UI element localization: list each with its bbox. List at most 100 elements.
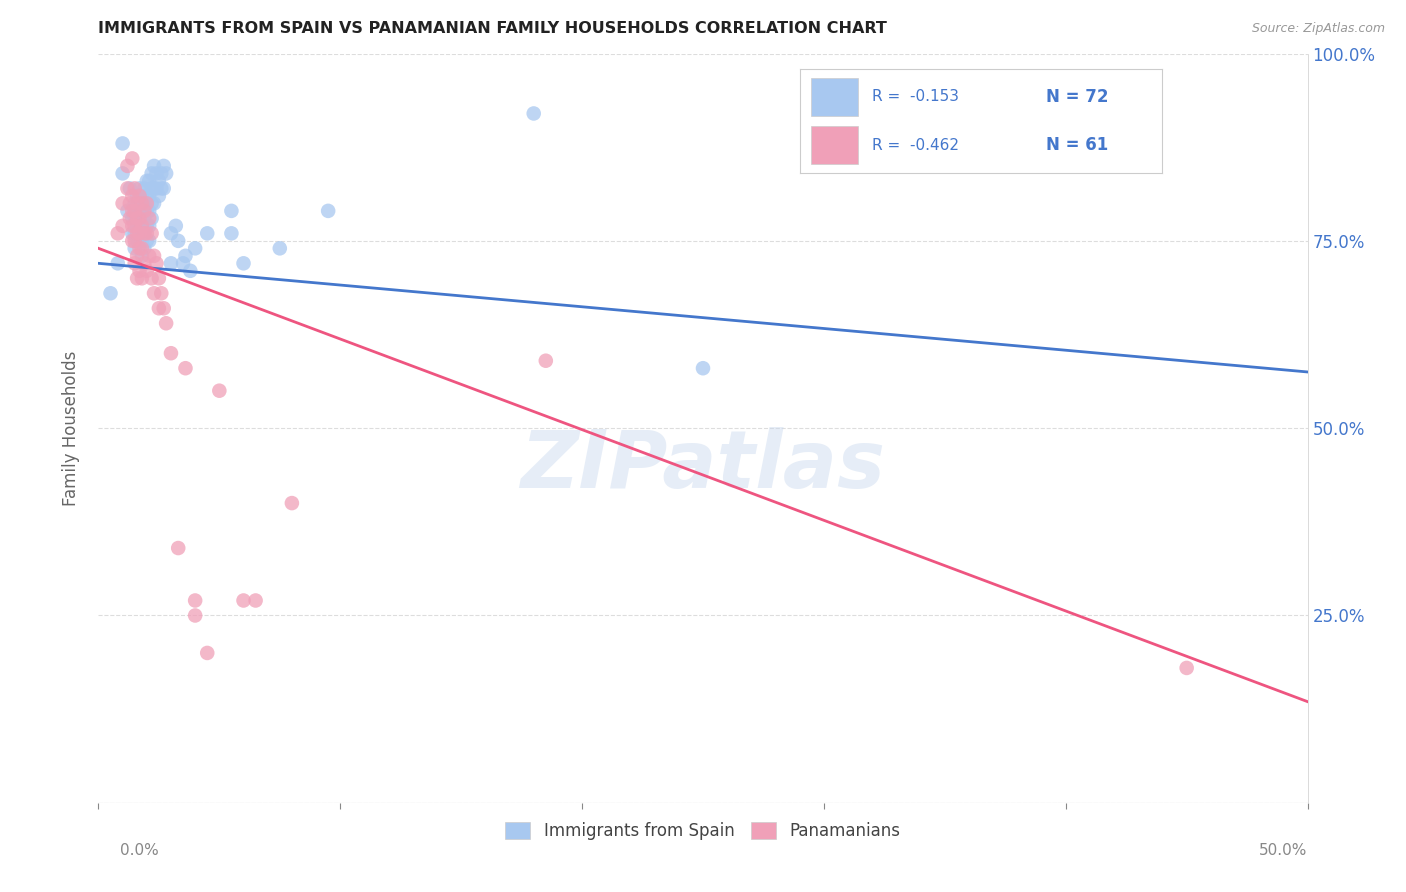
Point — [148, 174, 170, 188]
Point — [134, 256, 156, 270]
Point — [221, 203, 243, 218]
Point — [117, 181, 139, 195]
Point — [127, 189, 149, 203]
Point — [135, 189, 157, 203]
Point — [127, 203, 149, 218]
Point — [174, 361, 197, 376]
Point — [195, 227, 218, 241]
Point — [127, 249, 149, 263]
Point — [135, 227, 157, 241]
Point — [134, 211, 156, 226]
Point — [128, 241, 150, 255]
Point — [131, 203, 153, 218]
Point — [523, 106, 546, 120]
Point — [121, 189, 143, 203]
Point — [121, 234, 143, 248]
Point — [1175, 661, 1198, 675]
Point — [111, 166, 134, 180]
Point — [131, 249, 153, 263]
Point — [124, 219, 146, 233]
Point — [135, 234, 157, 248]
Point — [128, 196, 150, 211]
Point — [692, 361, 714, 376]
Point — [160, 227, 183, 241]
Point — [134, 227, 156, 241]
Point — [124, 234, 146, 248]
Text: ZIPatlas: ZIPatlas — [520, 426, 886, 505]
Point — [121, 152, 143, 166]
Point — [534, 353, 557, 368]
Point — [143, 159, 166, 173]
Point — [124, 241, 146, 255]
Point — [127, 234, 149, 248]
Point — [118, 211, 141, 226]
Point — [128, 189, 150, 203]
Point — [135, 264, 157, 278]
Point — [150, 181, 173, 195]
Point — [111, 136, 134, 151]
Point — [131, 219, 153, 233]
Point — [107, 256, 129, 270]
Point — [124, 203, 146, 218]
Point — [245, 593, 267, 607]
Point — [141, 227, 163, 241]
Point — [128, 227, 150, 241]
Point — [121, 211, 143, 226]
Point — [138, 174, 160, 188]
Point — [127, 271, 149, 285]
Point — [131, 196, 153, 211]
Point — [167, 234, 190, 248]
Point — [135, 196, 157, 211]
Point — [174, 249, 197, 263]
Point — [143, 249, 166, 263]
Point — [127, 227, 149, 241]
Point — [138, 234, 160, 248]
Point — [127, 219, 149, 233]
Point — [167, 541, 190, 555]
Point — [141, 196, 163, 211]
Point — [141, 271, 163, 285]
Point — [134, 203, 156, 218]
Point — [135, 219, 157, 233]
Point — [232, 256, 254, 270]
Point — [138, 203, 160, 218]
Point — [316, 203, 339, 218]
Point — [141, 181, 163, 195]
Point — [221, 227, 243, 241]
Point — [131, 189, 153, 203]
Point — [131, 271, 153, 285]
Point — [184, 241, 207, 255]
Point — [127, 211, 149, 226]
Point — [148, 301, 170, 316]
Point — [100, 286, 122, 301]
Point — [127, 196, 149, 211]
Point — [131, 241, 153, 255]
Point — [141, 211, 163, 226]
Point — [145, 166, 167, 180]
Point — [111, 196, 134, 211]
Point — [138, 219, 160, 233]
Point — [281, 496, 304, 510]
Point — [155, 316, 177, 330]
Point — [145, 181, 167, 195]
Text: 0.0%: 0.0% — [120, 843, 159, 858]
Point — [208, 384, 231, 398]
Point — [128, 227, 150, 241]
Point — [172, 256, 194, 270]
Point — [152, 181, 174, 195]
Point — [131, 219, 153, 233]
Point — [138, 249, 160, 263]
Point — [155, 166, 177, 180]
Point — [150, 286, 173, 301]
Text: 50.0%: 50.0% — [1260, 843, 1308, 858]
Point — [134, 227, 156, 241]
Point — [107, 227, 129, 241]
Point — [121, 219, 143, 233]
Point — [128, 211, 150, 226]
Point — [131, 234, 153, 248]
Point — [148, 189, 170, 203]
Point — [121, 227, 143, 241]
Point — [138, 211, 160, 226]
Point — [179, 264, 201, 278]
Point — [117, 159, 139, 173]
